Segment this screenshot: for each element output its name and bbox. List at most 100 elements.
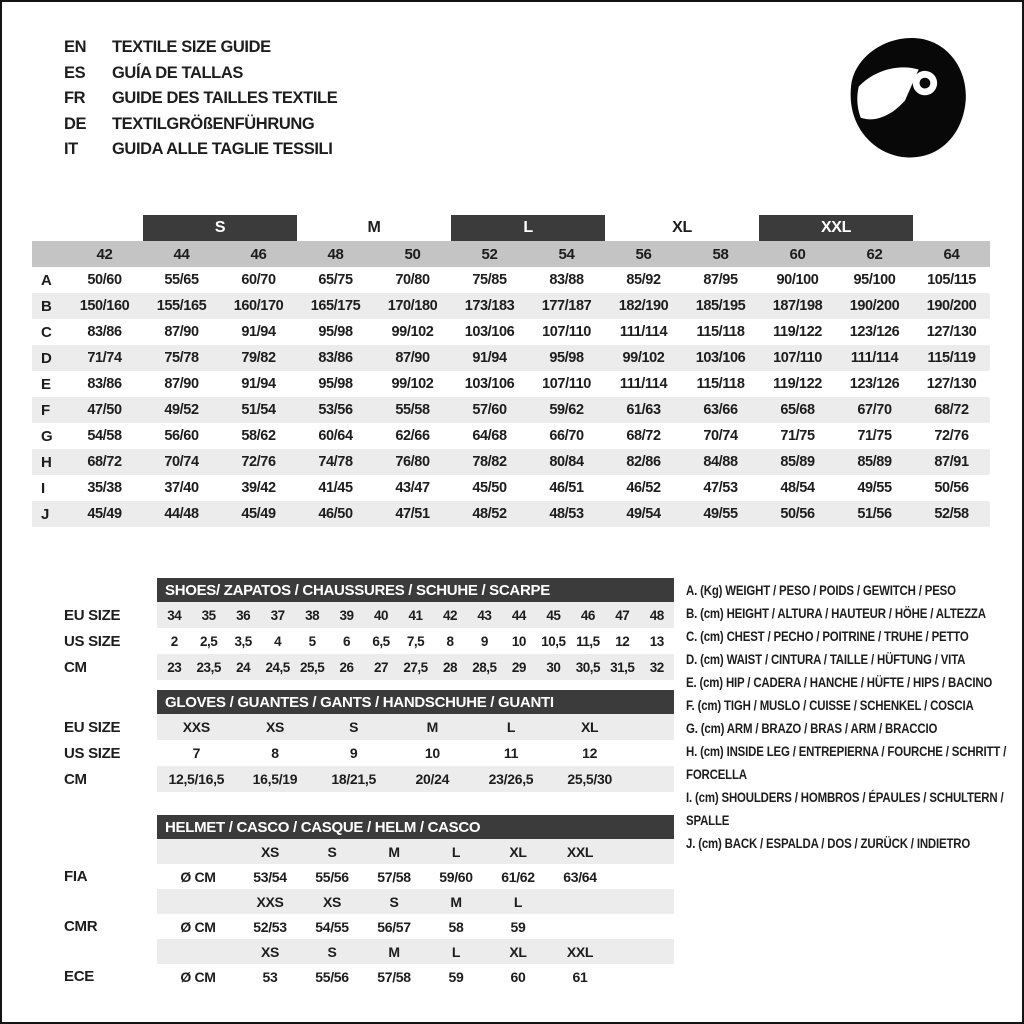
shoes-value-cell: 27 <box>374 659 389 675</box>
size-value-cell: 68/72 <box>934 402 969 418</box>
legend-item: J. (cm) BACK / ESPALDA / DOS / ZURÜCK / … <box>686 836 971 851</box>
size-column-header: 48 <box>327 245 344 263</box>
language-code: EN <box>64 38 87 56</box>
size-row-label: J <box>41 505 49 523</box>
shoes-value-cell: 24 <box>236 659 251 675</box>
gloves-table-title: GLOVES / GUANTES / GANTS / HANDSCHUHE / … <box>157 690 674 714</box>
shoes-row-cells: 2 2,5 3,5 4 5 6 6,5 7,5 8 9 10 10,5 11,5 12 13 <box>157 628 674 654</box>
shoes-value-cell: 12 <box>615 633 630 649</box>
size-value-cell: 56/60 <box>164 428 199 444</box>
size-value-cell: 37/40 <box>164 480 199 496</box>
shoes-row-label: US SIZE <box>64 632 121 650</box>
language-row: IT GUIDA ALLE TAGLIE TESSILI <box>64 137 337 163</box>
helmet-size-cell: S <box>389 893 399 910</box>
size-value-cell: 85/92 <box>626 272 661 288</box>
size-value-cell: 48/52 <box>472 506 507 522</box>
helmet-value-cell: 59 <box>448 968 464 985</box>
size-value-cell: 170/180 <box>387 298 438 314</box>
size-row-label: C <box>41 323 52 341</box>
size-value-cell: 173/183 <box>464 298 515 314</box>
gloves-value-cell: 8 <box>271 745 279 761</box>
size-value-cell: 50/60 <box>87 272 122 288</box>
size-value-cell: 119/122 <box>773 376 822 392</box>
size-value-cell: 49/55 <box>857 480 892 496</box>
shoes-value-cell: 2 <box>170 633 179 649</box>
shoes-value-cell: 25,5 <box>299 659 325 675</box>
size-group-header-row: S M L XL XXL <box>32 215 990 241</box>
size-value-cell: 75/78 <box>164 350 199 366</box>
language-code: ES <box>64 63 86 82</box>
helmet-standard-label: FIA <box>64 868 88 885</box>
helmet-unit-cell: Ø CM <box>180 968 216 985</box>
gloves-value-cell: 20/24 <box>415 771 450 787</box>
helmet-value-cell: 54/55 <box>315 918 349 935</box>
size-group-bar: L <box>451 215 605 241</box>
helmet-value-cell: 61 <box>572 968 588 985</box>
size-row-label: I <box>41 479 45 497</box>
shoes-value-cell: 11,5 <box>576 633 600 649</box>
gloves-value-cell: 16,5/19 <box>252 771 298 787</box>
size-value-cell: 115/118 <box>696 324 745 340</box>
size-value-cell: 87/90 <box>164 324 199 340</box>
size-value-cell: 66/70 <box>549 428 584 444</box>
helmet-size-cell: L <box>451 943 461 960</box>
legend-item: A. (Kg) WEIGHT / PESO / POIDS / GEWITCH … <box>686 583 956 598</box>
size-column-header: 58 <box>712 245 729 263</box>
helmet-value-cell: 59 <box>510 918 526 935</box>
size-column-header: 44 <box>173 245 190 263</box>
size-row-label: E <box>41 375 51 393</box>
size-value-cell: 107/110 <box>542 376 591 392</box>
size-table-row: I 35/38 37/40 39/42 41/45 43/47 45/50 46/51 46/5… <box>32 475 990 501</box>
legend-item: F. (cm) TIGH / MUSLO / CUISSE / SCHENKEL… <box>686 698 974 713</box>
measurement-legend: A. (Kg) WEIGHT / PESO / POIDS / GEWITCH … <box>686 579 1018 855</box>
shoes-value-cell: 6 <box>343 633 351 649</box>
helmet-standard-label: ECE <box>64 968 94 985</box>
helmet-row-label <box>64 839 157 864</box>
helmet-unit-cell <box>157 839 239 864</box>
size-value-cell: 48/53 <box>549 506 584 522</box>
size-column-header: 46 <box>250 245 267 263</box>
shoes-row-label: CM <box>64 658 87 676</box>
shoes-value-cell: 7,5 <box>406 633 425 649</box>
size-table-row: G 54/58 56/60 58/62 60/64 62/66 64/68 66/70 68/7… <box>32 423 990 449</box>
helmet-value-cell: 55/56 <box>315 968 349 985</box>
size-value-cell: 80/84 <box>549 454 584 470</box>
size-value-cell: 119/122 <box>773 324 822 340</box>
size-table-body: A 50/60 55/65 60/70 65/75 70/80 75/85 83/88 85/9… <box>32 267 990 527</box>
language-title: GUIDE DES TAILLES TEXTILE <box>112 89 338 107</box>
helmet-size-cell: XS <box>260 943 280 960</box>
shoes-value-cell: 44 <box>511 607 527 623</box>
language-row: DE TEXTILGRÖßENFÜHRUNG <box>64 112 337 138</box>
shoes-value-cell: 6,5 <box>372 633 390 649</box>
size-value-cell: 46/50 <box>318 506 353 522</box>
helmet-sizes-cells: XS S M L XL XXL <box>157 939 674 964</box>
size-value-cell: 60/64 <box>318 428 353 444</box>
language-code: DE <box>64 114 87 133</box>
shoes-row: EU SIZE 34 35 36 37 38 39 40 41 42 43 44 45 46 47 48 <box>64 602 674 628</box>
size-value-cell: 103/106 <box>464 376 515 392</box>
size-table-row: E 83/86 87/90 91/94 95/98 99/102 103/106 107/11… <box>32 371 990 397</box>
size-value-cell: 87/90 <box>164 376 199 392</box>
legend-item: D. (cm) WAIST / CINTURA / TAILLE / HÜFTU… <box>686 652 966 667</box>
size-value-cell: 150/160 <box>79 298 130 314</box>
helmet-value-cell: 58 <box>448 918 464 935</box>
size-value-cell: 91/94 <box>241 324 276 340</box>
size-row-label: H <box>41 453 52 471</box>
shoes-value-cell: 35 <box>201 607 217 623</box>
size-value-cell: 83/88 <box>549 272 584 288</box>
size-group-bar: M <box>367 219 381 236</box>
size-value-cell: 44/48 <box>164 506 199 522</box>
gloves-table-body: EU SIZE XXS XS S M L XL US SIZE 7 8 9 10 11 12 CM 12,5/… <box>64 714 674 792</box>
shoes-row-cells: 34 35 36 37 38 39 40 41 42 43 44 45 46 47 48 <box>157 602 674 628</box>
size-value-cell: 82/86 <box>626 454 661 470</box>
shoes-value-cell: 2,5 <box>200 633 218 649</box>
gloves-value-cell: 12 <box>582 745 598 761</box>
size-value-cell: 83/86 <box>318 350 353 366</box>
size-value-cell: 123/126 <box>849 324 900 340</box>
gloves-value-cell: L <box>506 719 516 735</box>
helmet-table-title: HELMET / CASCO / CASQUE / HELM / CASCO <box>157 815 674 839</box>
legend-item: I. (cm) SHOULDERS / HOMBROS / ÉPAULES / … <box>686 790 1004 828</box>
size-value-cell: 65/75 <box>318 272 353 288</box>
size-value-cell: 90/100 <box>776 272 819 288</box>
helmet-table: HELMET / CASCO / CASQUE / HELM / CASCO X… <box>64 815 674 989</box>
